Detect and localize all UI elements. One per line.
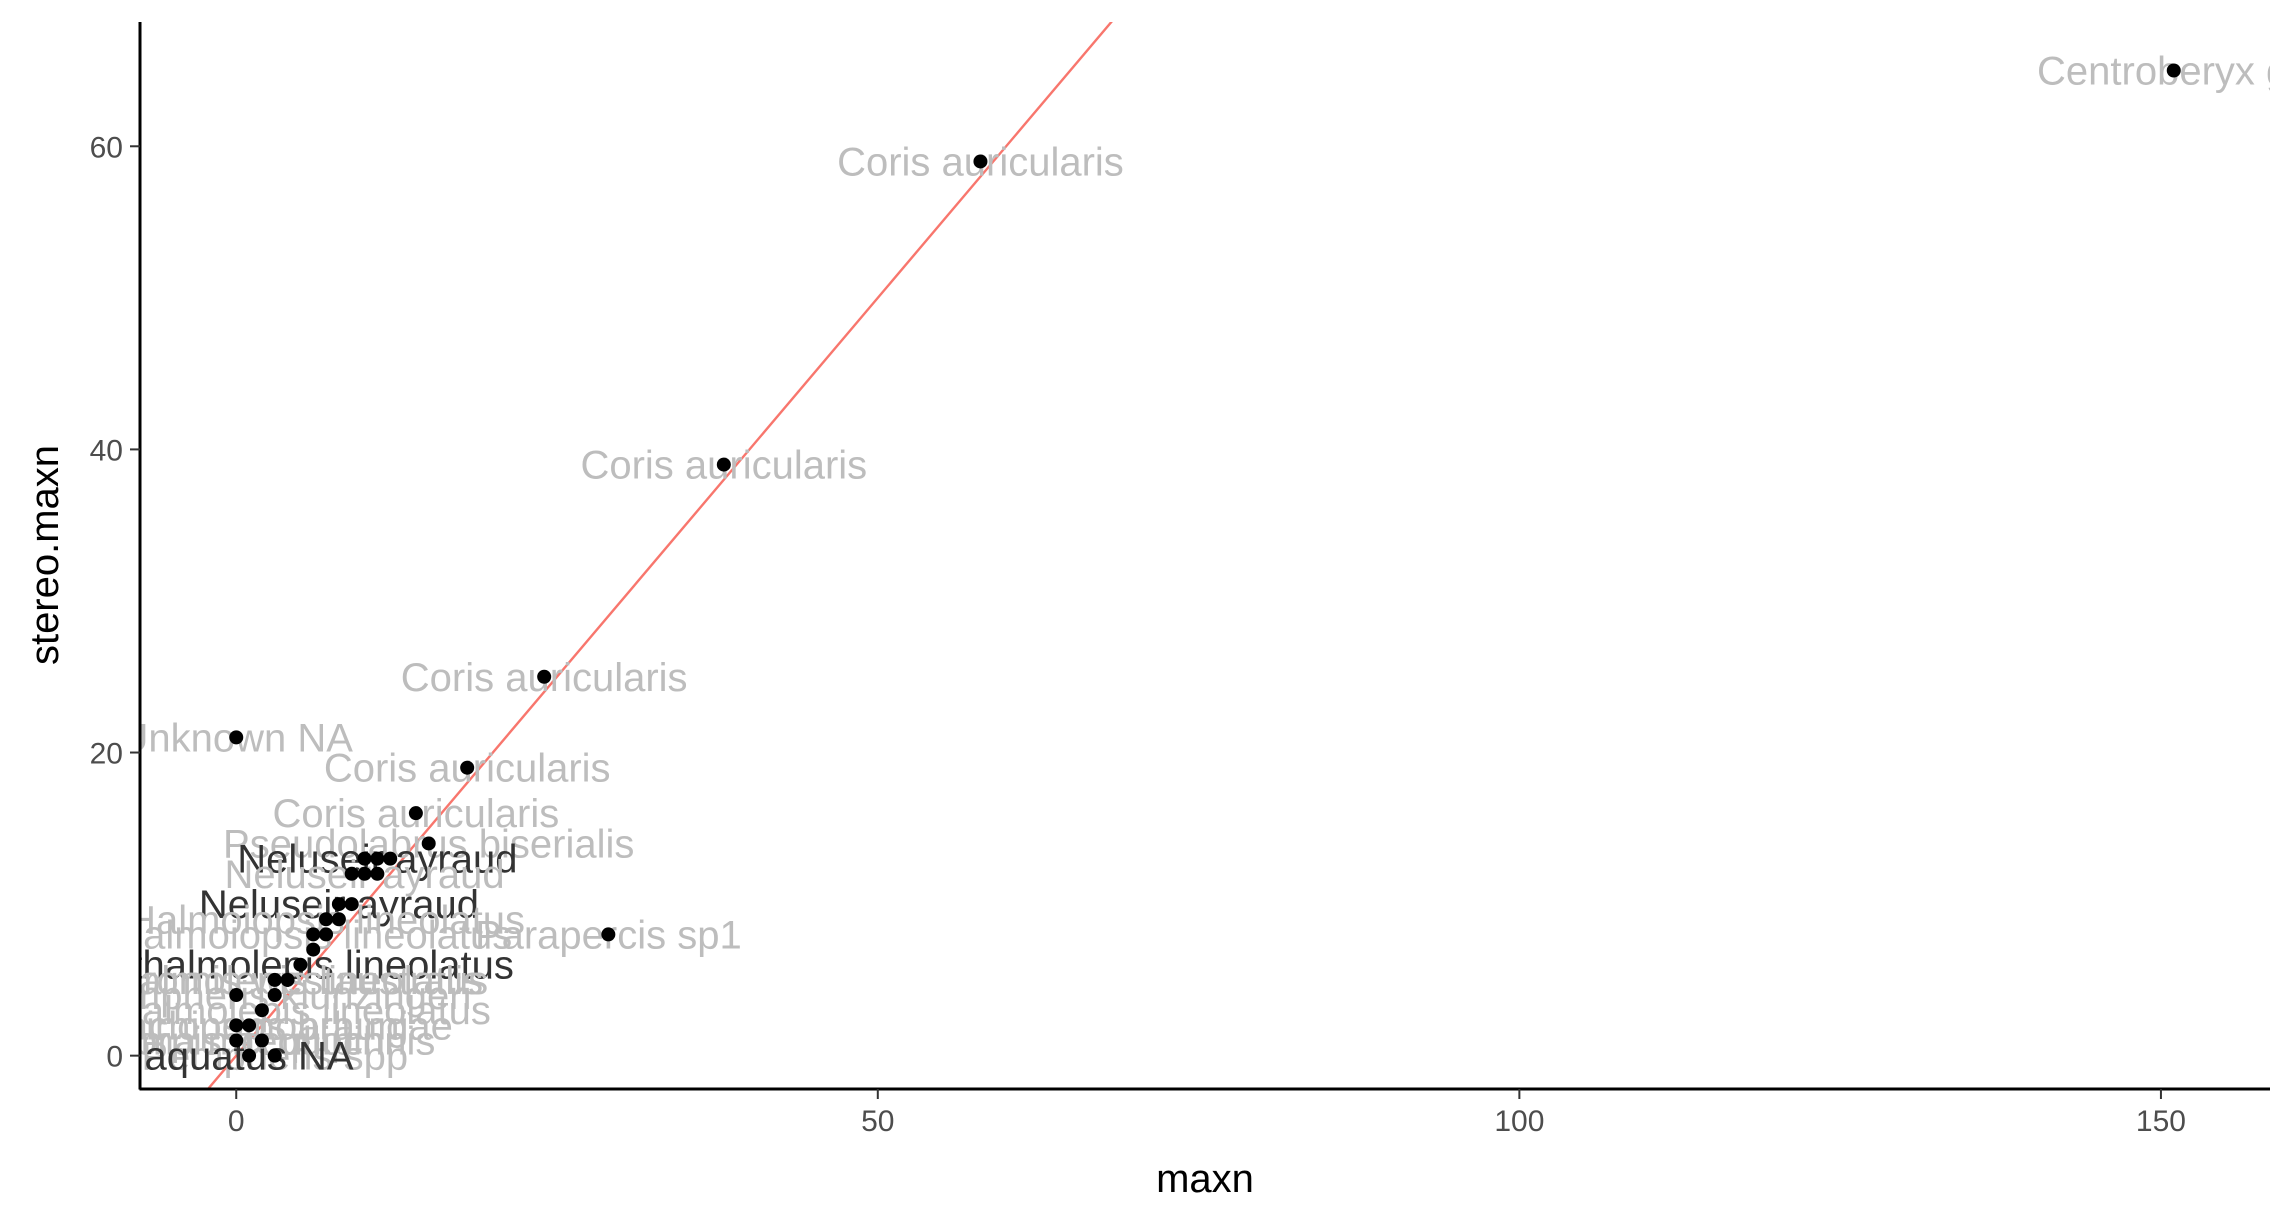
point-label: ohthalmolepis lineolatus bbox=[61, 959, 488, 1003]
point-label: Trachinops noarlungae bbox=[45, 1004, 453, 1048]
data-point bbox=[242, 1018, 257, 1033]
axes-layer: 0 50 100 150 0 20 40 60 bbox=[90, 22, 2270, 1138]
data-point bbox=[383, 851, 398, 866]
point-label: Scorpis aequipinnis bbox=[88, 1020, 435, 1064]
x-tick-label: 0 bbox=[228, 1105, 245, 1138]
data-point bbox=[319, 927, 334, 942]
data-point bbox=[973, 154, 988, 169]
data-point bbox=[319, 912, 334, 927]
point-label: Centroberyx ge bbox=[2037, 50, 2281, 94]
data-point bbox=[421, 836, 436, 851]
data-point bbox=[357, 851, 372, 866]
data-point bbox=[280, 972, 295, 987]
data-point bbox=[267, 972, 282, 987]
data-point bbox=[716, 457, 731, 472]
data-point bbox=[242, 1048, 257, 1063]
data-point bbox=[267, 988, 282, 1003]
data-point bbox=[601, 927, 616, 942]
x-tick-label: 100 bbox=[1494, 1105, 1544, 1138]
y-tick-label: 40 bbox=[90, 434, 123, 467]
data-point bbox=[267, 1048, 282, 1063]
data-point bbox=[344, 866, 359, 881]
data-point bbox=[331, 912, 346, 927]
data-point bbox=[229, 1033, 244, 1048]
data-point bbox=[460, 760, 475, 775]
data-point bbox=[331, 897, 346, 912]
data-point bbox=[254, 1003, 269, 1018]
point-layer bbox=[229, 63, 2181, 1063]
y-tick-label: 20 bbox=[90, 738, 123, 771]
data-point bbox=[306, 942, 321, 957]
data-point bbox=[306, 927, 321, 942]
data-point bbox=[254, 1033, 269, 1048]
data-point bbox=[229, 730, 244, 745]
point-label: Pempheris klunzingeri bbox=[78, 974, 472, 1018]
x-axis-title: maxn bbox=[1156, 1157, 1254, 1201]
data-point bbox=[344, 897, 359, 912]
data-point bbox=[370, 866, 385, 881]
data-point bbox=[357, 866, 372, 881]
x-tick-label: 150 bbox=[2136, 1105, 2186, 1138]
data-point bbox=[229, 1018, 244, 1033]
reference-line-layer bbox=[206, 22, 1113, 1089]
y-tick-label: 0 bbox=[106, 1041, 123, 1074]
data-point bbox=[408, 806, 423, 821]
point-label: Trachinops brauni bbox=[90, 1004, 409, 1048]
point-label: Unknown NA bbox=[120, 716, 354, 760]
point-label: Chromis westaustralis bbox=[92, 959, 483, 1003]
data-point bbox=[537, 669, 552, 684]
data-point bbox=[370, 851, 385, 866]
data-point bbox=[2166, 63, 2181, 78]
y-axis-title: stereo.maxn bbox=[23, 445, 67, 665]
reference-line bbox=[206, 22, 1113, 1089]
point-label: Ophthalmolepis lineolatus bbox=[33, 989, 491, 1033]
x-tick-label: 50 bbox=[861, 1105, 894, 1138]
point-label: ohthalmolepis lineolatus bbox=[87, 944, 514, 988]
y-tick-label: 60 bbox=[90, 131, 123, 164]
data-point bbox=[229, 988, 244, 1003]
data-point bbox=[293, 957, 308, 972]
